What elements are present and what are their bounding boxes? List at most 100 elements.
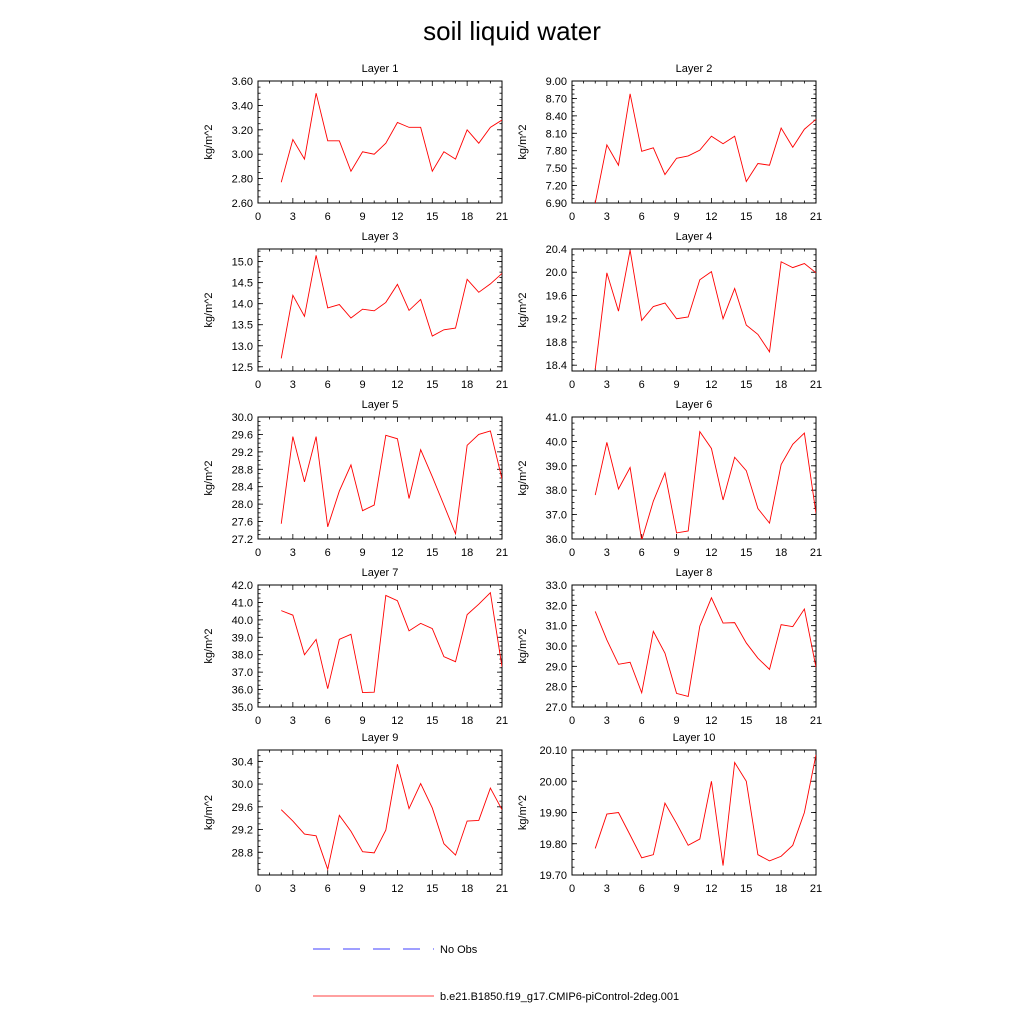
x-tick-label: 21 [810,547,822,559]
x-tick-label: 12 [391,547,403,559]
x-tick-label: 9 [674,379,680,391]
y-tick-label: 29.2 [232,825,253,837]
x-tick-label: 18 [775,211,787,223]
x-tick-label: 18 [461,547,473,559]
y-tick-label: 20.4 [546,244,567,256]
x-tick-label: 21 [496,379,508,391]
x-tick-label: 12 [705,379,717,391]
x-tick-label: 0 [569,883,575,895]
y-tick-label: 3.00 [232,149,253,161]
x-tick-label: 9 [674,211,680,223]
y-tick-label: 2.60 [232,198,253,210]
y-tick-label: 41.0 [546,412,567,424]
model-series-line [594,596,816,697]
x-tick-label: 6 [325,211,331,223]
x-tick-label: 3 [290,883,296,895]
panel-title: Layer 7 [362,567,399,579]
x-tick-label: 0 [569,379,575,391]
y-tick-label: 8.40 [546,111,567,123]
y-axis-title: kg/m^2 [203,460,215,495]
x-tick-label: 9 [674,715,680,727]
y-axis-title: kg/m^2 [517,628,529,663]
y-tick-label: 18.8 [546,337,567,349]
y-tick-label: 27.6 [232,517,253,529]
y-tick-label: 28.8 [232,847,253,859]
y-tick-label: 38.0 [546,485,567,497]
x-tick-label: 15 [426,715,438,727]
y-tick-label: 40.0 [546,436,567,448]
x-tick-label: 3 [290,715,296,727]
y-tick-label: 13.5 [232,320,253,332]
x-tick-label: 21 [810,715,822,727]
y-tick-label: 19.90 [539,808,567,820]
x-tick-label: 21 [496,211,508,223]
panel-layer-1: Layer 1 0 3 6 9 12 15 18 21 2.60 2.80 3.00 3.20 3.40 3… [203,63,508,223]
x-tick-label: 6 [325,547,331,559]
panel-layer-10: Layer 10 0 3 6 9 12 15 18 21 19.70 19.80 19.90 20.00… [517,732,822,895]
y-axis-title: kg/m^2 [517,795,529,830]
x-tick-label: 6 [639,883,645,895]
x-tick-label: 6 [639,715,645,727]
y-tick-label: 39.0 [546,461,567,473]
panel-title: Layer 6 [676,399,713,411]
x-tick-label: 9 [360,883,366,895]
x-tick-label: 12 [705,715,717,727]
model-series-line [594,754,816,866]
x-tick-label: 21 [496,547,508,559]
model-series-line [594,93,816,203]
y-tick-label: 30.0 [232,412,253,424]
y-tick-label: 28.8 [232,464,253,476]
y-tick-label: 28.4 [232,482,253,494]
x-tick-label: 0 [255,211,261,223]
y-tick-label: 40.0 [232,615,253,627]
x-tick-label: 21 [810,211,822,223]
x-tick-label: 21 [810,883,822,895]
y-tick-label: 19.2 [546,314,567,326]
legend-model-label: b.e21.B1850.f19_g17.CMIP6-piControl-2deg… [440,991,679,1003]
plot-frame [257,416,503,540]
panel-layer-4: Layer 4 0 3 6 9 12 15 18 21 18.4 18.8 19.2 19.6 20.0 2… [517,231,822,391]
y-tick-label: 32.0 [546,600,567,612]
y-tick-label: 20.0 [546,267,567,279]
model-series-line [280,430,502,536]
x-tick-label: 6 [325,379,331,391]
x-tick-label: 3 [604,883,610,895]
y-tick-label: 3.40 [232,100,253,112]
panel-title: Layer 4 [676,231,713,243]
y-axis-title: kg/m^2 [517,460,529,495]
y-tick-label: 19.6 [546,290,567,302]
x-tick-label: 15 [740,211,752,223]
y-tick-label: 39.0 [232,632,253,644]
y-tick-label: 36.0 [232,685,253,697]
x-tick-label: 3 [604,547,610,559]
x-tick-label: 0 [255,379,261,391]
y-axis-title: kg/m^2 [203,628,215,663]
x-tick-label: 15 [426,379,438,391]
panel-title: Layer 3 [362,231,399,243]
model-series-line [281,591,502,693]
x-tick-label: 12 [705,211,717,223]
y-tick-label: 14.5 [232,278,253,290]
x-tick-label: 6 [325,715,331,727]
x-tick-label: 18 [461,883,473,895]
x-tick-label: 3 [290,379,296,391]
plot-frame [257,248,503,372]
y-tick-label: 14.0 [232,299,253,311]
y-tick-label: 38.0 [232,650,253,662]
x-tick-label: 18 [775,883,787,895]
y-tick-label: 30.0 [546,641,567,653]
x-tick-label: 3 [604,211,610,223]
panel-title: Layer 10 [673,732,716,744]
x-tick-label: 15 [740,379,752,391]
x-tick-label: 12 [391,715,403,727]
x-tick-label: 0 [255,715,261,727]
x-tick-label: 21 [496,715,508,727]
panel-layer-3: Layer 3 0 3 6 9 12 15 18 21 12.5 13.0 13.5 14.0 14.5 1… [203,231,508,391]
y-tick-label: 18.4 [546,360,567,372]
x-tick-label: 15 [740,547,752,559]
y-tick-label: 37.0 [546,510,567,522]
plot-frame [571,80,817,204]
y-tick-label: 27.0 [546,702,567,714]
panel-layer-9: Layer 9 0 3 6 9 12 15 18 21 28.8 29.2 29.6 30.0 30.4 k… [203,732,508,895]
